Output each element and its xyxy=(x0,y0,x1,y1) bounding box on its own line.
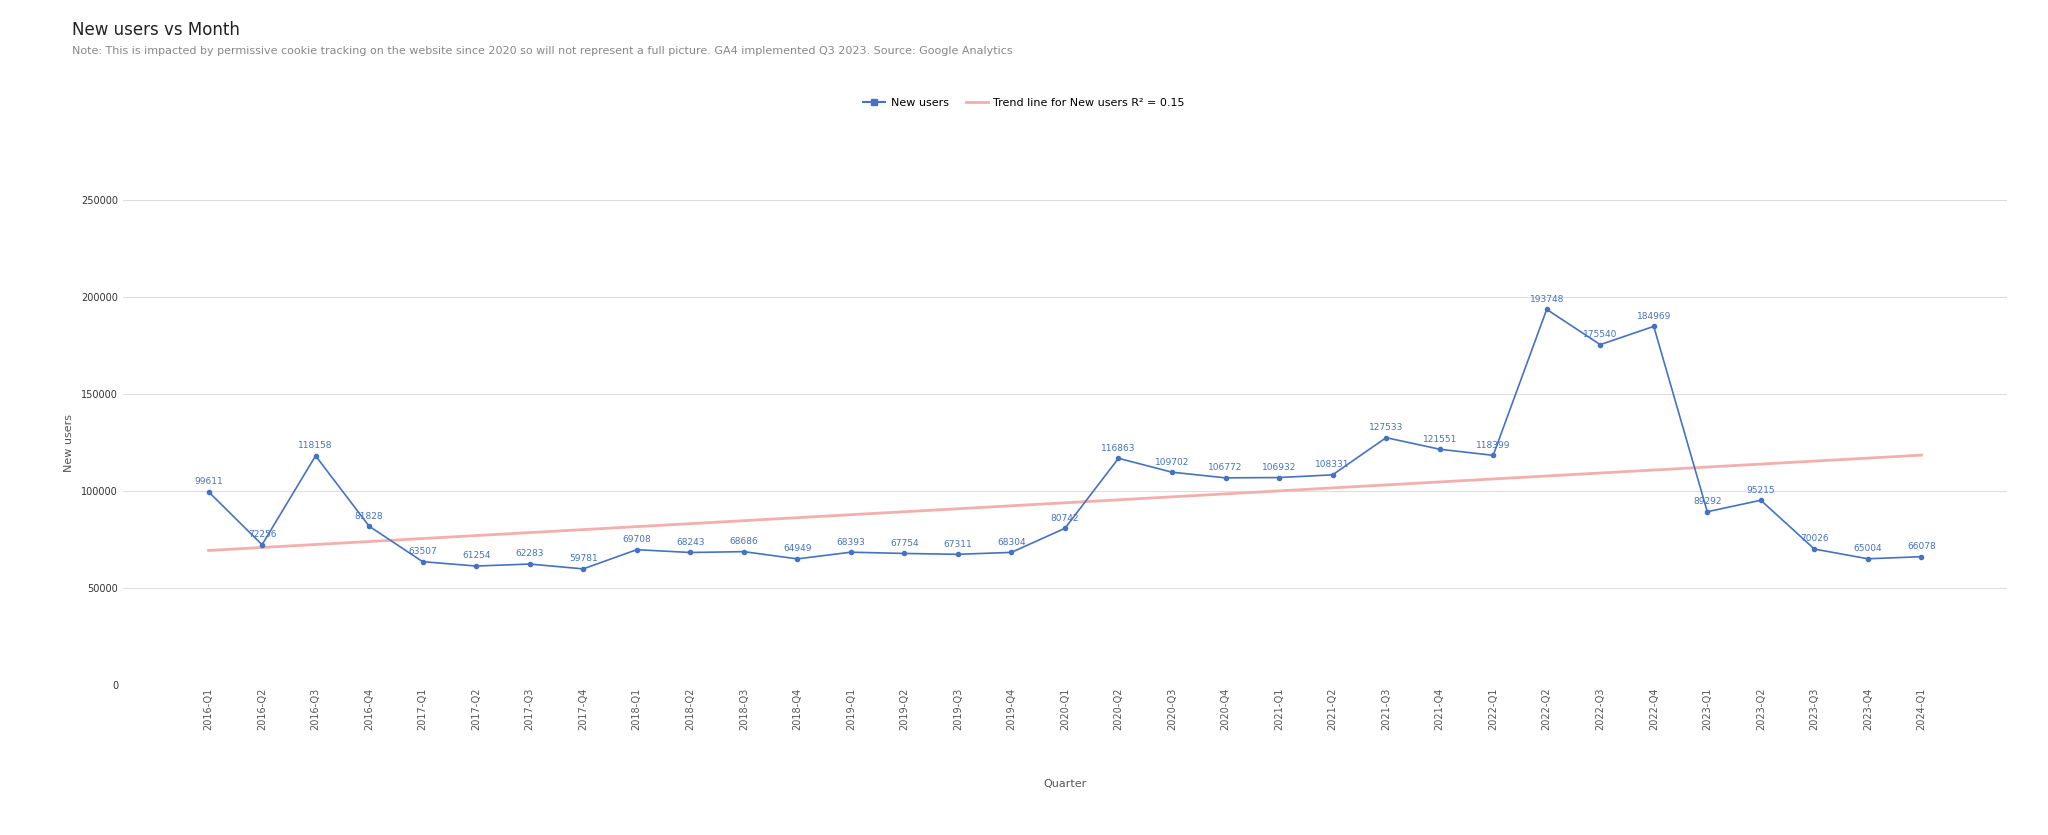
Text: 61254: 61254 xyxy=(463,551,489,560)
Text: 72256: 72256 xyxy=(248,530,276,539)
Text: 95215: 95215 xyxy=(1747,486,1776,494)
Text: 99611: 99611 xyxy=(195,477,223,486)
Text: 81828: 81828 xyxy=(354,512,383,521)
Text: 80742: 80742 xyxy=(1051,514,1079,523)
X-axis label: Quarter: Quarter xyxy=(1042,779,1087,789)
Text: 193748: 193748 xyxy=(1530,295,1565,304)
Text: 70026: 70026 xyxy=(1800,534,1829,544)
Text: 59781: 59781 xyxy=(569,554,598,564)
Text: 63507: 63507 xyxy=(408,547,436,556)
Text: 116863: 116863 xyxy=(1102,443,1137,453)
Text: 68393: 68393 xyxy=(836,538,864,547)
Text: 64949: 64949 xyxy=(782,544,811,554)
Text: 121551: 121551 xyxy=(1423,435,1456,443)
Text: 67754: 67754 xyxy=(891,539,920,548)
Text: 108331: 108331 xyxy=(1315,460,1350,469)
Text: 69708: 69708 xyxy=(623,535,651,544)
Text: 118158: 118158 xyxy=(299,441,334,450)
Y-axis label: New users: New users xyxy=(63,413,74,472)
Text: 68243: 68243 xyxy=(676,538,705,547)
Text: Note: This is impacted by permissive cookie tracking on the website since 2020 s: Note: This is impacted by permissive coo… xyxy=(72,46,1012,56)
Text: 106772: 106772 xyxy=(1208,463,1243,473)
Text: 89292: 89292 xyxy=(1694,497,1722,506)
Text: 118399: 118399 xyxy=(1477,441,1511,450)
Text: 106932: 106932 xyxy=(1262,463,1296,472)
Text: 175540: 175540 xyxy=(1583,330,1618,339)
Legend: New users, Trend line for New users R² = 0.15: New users, Trend line for New users R² =… xyxy=(858,94,1190,112)
Text: 62283: 62283 xyxy=(516,549,545,559)
Text: 184969: 184969 xyxy=(1636,311,1671,321)
Text: 68686: 68686 xyxy=(729,537,758,546)
Text: 67311: 67311 xyxy=(944,539,973,549)
Text: 68304: 68304 xyxy=(997,538,1026,547)
Text: New users vs Month: New users vs Month xyxy=(72,21,240,39)
Text: 109702: 109702 xyxy=(1155,458,1190,467)
Text: 127533: 127533 xyxy=(1368,423,1403,432)
Text: 66078: 66078 xyxy=(1907,542,1935,551)
Text: 65004: 65004 xyxy=(1853,544,1882,554)
